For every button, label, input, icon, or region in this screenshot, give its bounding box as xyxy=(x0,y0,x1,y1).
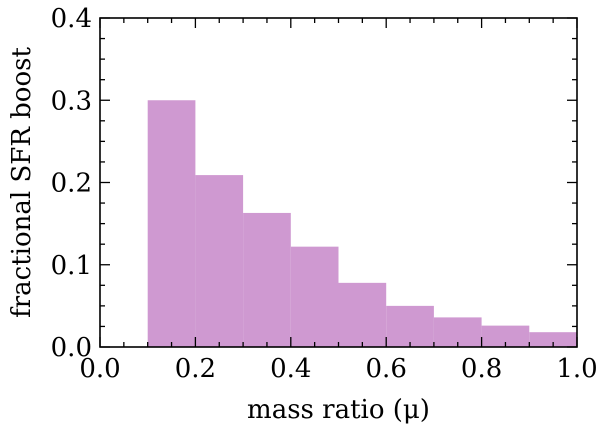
x-tick-label: 0.8 xyxy=(461,354,502,384)
y-tick-label: 0.3 xyxy=(51,86,92,116)
y-tick-label: 0.0 xyxy=(51,333,92,363)
bars-group xyxy=(147,100,577,347)
y-axis-label: fractional SFR boost xyxy=(7,47,37,318)
x-tick-label: 0.4 xyxy=(270,354,311,384)
histogram-bar-5 xyxy=(338,282,387,347)
histogram-bar-8 xyxy=(481,325,530,347)
x-tick-label: 0.0 xyxy=(79,354,120,384)
histogram-bar-4 xyxy=(290,246,339,347)
y-tick-labels: 0.0 0.1 0.2 0.3 0.4 xyxy=(51,4,92,363)
y-tick-label: 0.1 xyxy=(51,251,92,281)
histogram-bar-1 xyxy=(147,100,196,347)
histogram-bar-9 xyxy=(529,332,577,347)
histogram-bar-2 xyxy=(195,175,244,347)
histogram-bar-3 xyxy=(243,212,291,347)
y-tick-label: 0.2 xyxy=(51,169,92,199)
x-tick-labels: 0.0 0.2 0.4 0.6 0.8 1.0 xyxy=(79,354,597,384)
plot-frame xyxy=(99,17,578,348)
x-tick-label: 1.0 xyxy=(556,354,597,384)
x-tick-label: 0.2 xyxy=(175,354,216,384)
x-tick-label: 0.6 xyxy=(366,354,407,384)
histogram-bar-6 xyxy=(386,305,434,347)
y-tick-label: 0.4 xyxy=(51,4,92,34)
x-axis-label: mass ratio (μ) xyxy=(247,395,430,425)
